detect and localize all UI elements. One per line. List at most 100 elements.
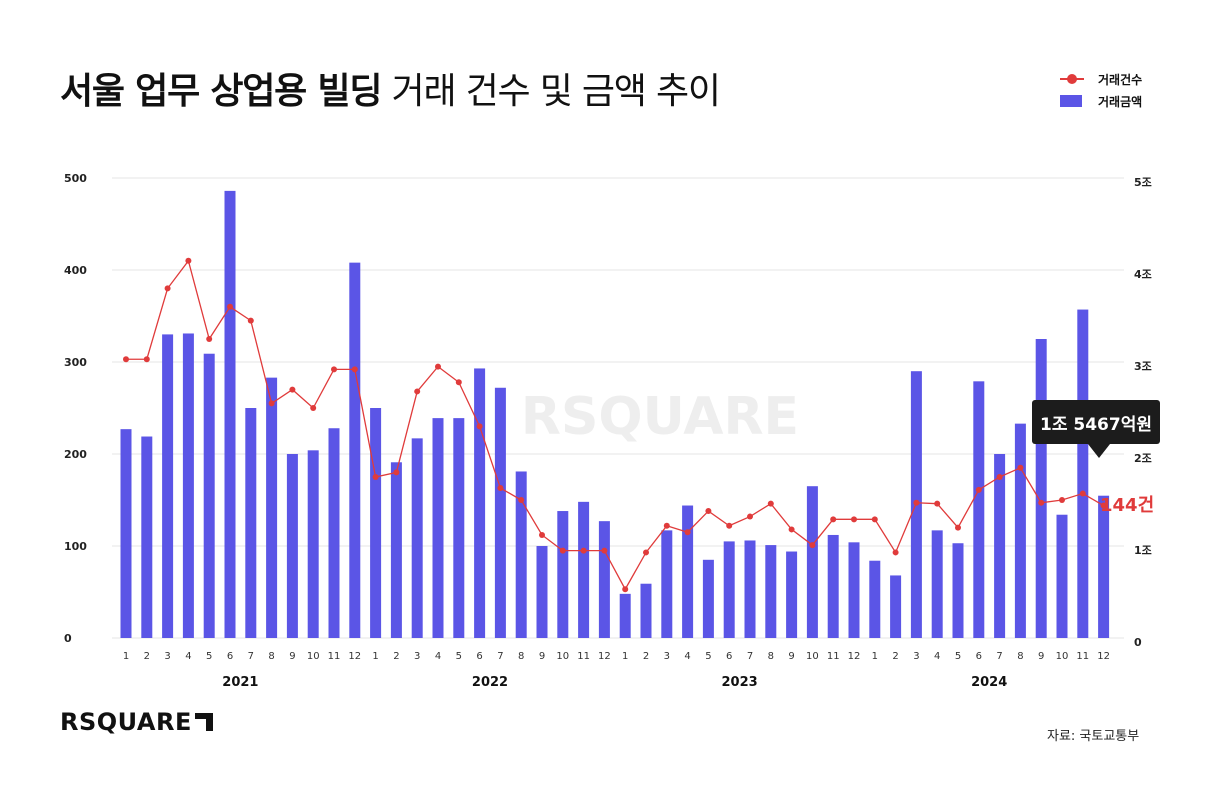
x-axis-month-label: 2 [144, 651, 150, 662]
amount-bar [120, 429, 132, 638]
count-point [268, 400, 275, 407]
x-axis-month-label: 5 [206, 651, 212, 662]
count-point [1017, 464, 1024, 471]
amount-bar [1056, 514, 1068, 638]
count-point [310, 405, 317, 411]
count-point [559, 547, 566, 554]
x-axis-month-label: 12 [598, 651, 611, 662]
amount-bar [765, 545, 777, 638]
x-axis-month-label: 1 [622, 651, 628, 662]
x-axis-month-label: 7 [747, 651, 753, 662]
x-axis-month-label: 3 [164, 651, 170, 662]
x-axis-month-label: 1 [372, 651, 378, 662]
right-axis-tick-label: 0 [1134, 636, 1142, 649]
count-point [684, 529, 691, 536]
legend-label-count: 거래건수 [1098, 72, 1143, 87]
amount-bar [411, 438, 423, 638]
x-axis-year-label: 2023 [722, 675, 758, 690]
x-axis-month-label: 9 [289, 651, 295, 662]
count-point [913, 499, 920, 506]
amount-bar [1077, 309, 1089, 638]
amount-bar [494, 387, 506, 638]
amount-bar [848, 542, 860, 638]
amount-bar [141, 436, 153, 638]
x-axis-month-label: 5 [705, 651, 711, 662]
x-axis-month-label: 10 [307, 651, 320, 662]
x-axis-month-label: 2 [643, 651, 649, 662]
amount-bar [286, 454, 298, 638]
amount-bar [619, 593, 631, 638]
amount-bar [994, 454, 1006, 638]
x-axis-month-label: 6 [476, 651, 482, 662]
count-point [788, 526, 795, 533]
count-point [955, 524, 961, 531]
count-point [289, 386, 296, 393]
amount-bar [744, 540, 756, 638]
count-point [123, 356, 129, 363]
x-axis-month-label: 12 [1097, 651, 1110, 662]
count-point [871, 516, 878, 523]
count-point [247, 317, 254, 324]
x-axis-month-label: 10 [1056, 651, 1069, 662]
count-point [393, 469, 400, 476]
count-point [351, 366, 358, 373]
x-axis-month-label: 10 [806, 651, 819, 662]
amount-bar [723, 541, 735, 638]
amount-bar [869, 560, 881, 638]
x-axis-month-label: 6 [726, 651, 732, 662]
title-light-part: 거래 건수 및 금액 추이 [391, 71, 721, 112]
left-axis-tick-label: 200 [64, 448, 87, 461]
amount-bar [952, 543, 964, 638]
x-axis-month-label: 12 [348, 651, 361, 662]
count-point [851, 516, 857, 523]
amount-bar [224, 190, 236, 638]
x-axis-month-label: 10 [556, 651, 569, 662]
amount-bar [474, 368, 486, 638]
right-axis-tick-label: 3조 [1134, 360, 1152, 373]
count-point [622, 586, 629, 593]
x-axis-month-label: 11 [328, 651, 341, 662]
x-axis-month-label: 8 [518, 651, 524, 662]
amount-bar [266, 377, 278, 638]
count-point [455, 379, 462, 386]
tooltip-arrow [1088, 444, 1110, 458]
count-point [497, 485, 504, 492]
x-axis-month-label: 9 [539, 651, 545, 662]
count-point [331, 366, 337, 373]
x-axis-month-label: 8 [268, 651, 274, 662]
amount-bar [1035, 339, 1047, 638]
count-point [1100, 502, 1107, 509]
count-point [705, 508, 712, 515]
brand-logo: RSQUARE [60, 708, 213, 736]
x-axis-month-label: 8 [1017, 651, 1023, 662]
amount-bar [162, 334, 174, 638]
count-point [747, 513, 753, 520]
count-point [435, 363, 441, 370]
legend-label-amount: 거래금액 [1098, 94, 1143, 109]
amount-bar [786, 551, 798, 638]
amount-bar [1014, 423, 1026, 638]
x-axis-month-label: 11 [827, 651, 840, 662]
x-axis-month-label: 9 [1038, 651, 1044, 662]
watermark-text: RSQUARE [521, 387, 799, 447]
count-point [726, 522, 733, 529]
amount-bar [536, 546, 548, 638]
amount-bar [182, 333, 194, 638]
x-axis-month-label: 3 [664, 651, 670, 662]
x-axis-month-label: 11 [1076, 651, 1089, 662]
right-axis-tick-label: 1조 [1134, 544, 1152, 557]
x-axis-month-label: 6 [227, 651, 233, 662]
amount-bar [578, 501, 590, 638]
x-axis-year-label: 2022 [472, 675, 508, 690]
x-axis-month-label: 6 [976, 651, 982, 662]
count-point [164, 285, 171, 292]
amount-bar [598, 521, 610, 638]
amount-bar [1098, 495, 1110, 638]
amount-bar [973, 381, 985, 638]
count-point [830, 516, 837, 523]
last-amount-tooltip: 1조 5467억원 [1032, 400, 1160, 444]
amount-bar [203, 353, 215, 638]
x-axis-month-label: 4 [934, 651, 940, 662]
count-point [663, 522, 670, 529]
